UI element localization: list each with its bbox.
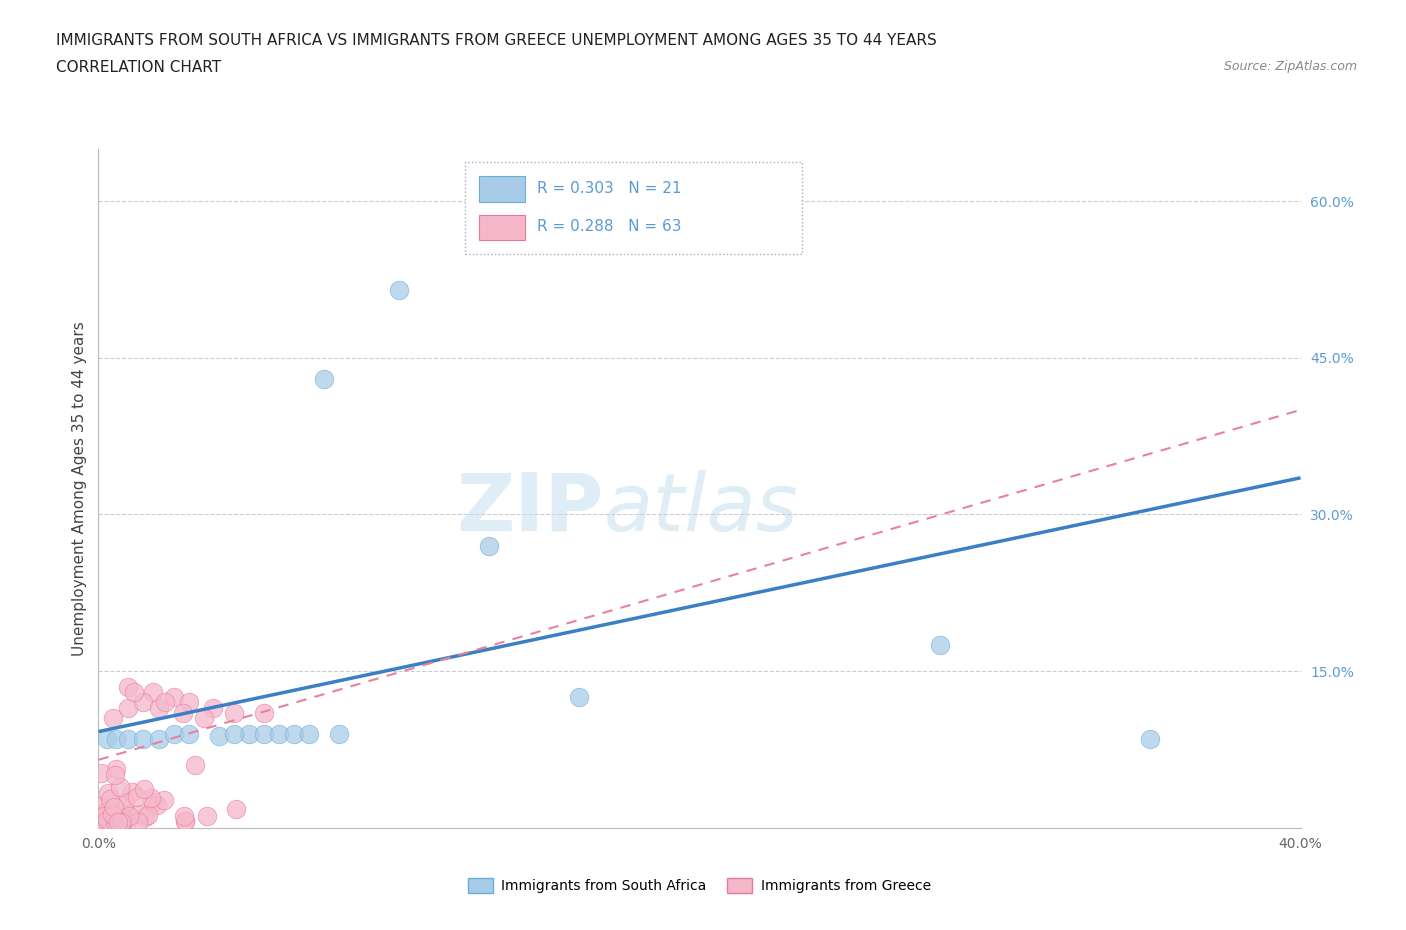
Point (104, 767, 127, 782)
Point (153, 695, 176, 710)
Point (162, 690, 184, 705)
Point (114, 795, 136, 810)
Point (222, 726, 245, 741)
Point (298, 726, 321, 741)
Text: CORRELATION CHART: CORRELATION CHART (56, 60, 221, 75)
Bar (479, 176, 526, 202)
Point (93, 808, 115, 823)
Point (177, 695, 200, 710)
Point (146, 798, 169, 813)
Point (238, 726, 260, 741)
Point (115, 815, 138, 830)
Point (108, 779, 131, 794)
Point (267, 726, 290, 741)
Point (478, 538, 501, 553)
Point (98, 792, 121, 807)
Point (162, 726, 184, 741)
Point (90, 799, 112, 814)
Point (117, 679, 139, 694)
Point (111, 810, 134, 825)
Point (117, 732, 139, 747)
Text: R = 0.288   N = 63: R = 0.288 N = 63 (537, 219, 682, 234)
Point (108, 815, 131, 830)
Point (134, 810, 156, 825)
Point (283, 726, 305, 741)
Point (97, 786, 120, 801)
Point (184, 757, 207, 772)
Point (141, 684, 163, 699)
Point (208, 728, 231, 743)
Point (225, 802, 247, 817)
Point (110, 812, 132, 827)
Point (90, 765, 112, 780)
Point (193, 711, 215, 725)
Point (112, 810, 135, 825)
Point (141, 790, 163, 805)
Point (132, 732, 155, 747)
Point (90, 815, 112, 830)
Y-axis label: Unemployment Among Ages 35 to 44 years: Unemployment Among Ages 35 to 44 years (72, 321, 87, 656)
Point (98, 815, 121, 830)
Point (112, 797, 135, 812)
Point (148, 732, 170, 747)
Point (148, 700, 170, 715)
Point (125, 790, 148, 804)
Point (107, 814, 129, 829)
Point (142, 795, 165, 810)
Point (115, 806, 138, 821)
Text: IMMIGRANTS FROM SOUTH AFRICA VS IMMIGRANTS FROM GREECE UNEMPLOYMENT AMONG AGES 3: IMMIGRANTS FROM SOUTH AFRICA VS IMMIGRAN… (56, 33, 936, 47)
Text: ZIP: ZIP (456, 470, 603, 548)
Point (101, 806, 124, 821)
FancyBboxPatch shape (465, 163, 801, 254)
Point (253, 726, 276, 741)
Point (174, 814, 197, 829)
Point (253, 705, 276, 720)
Point (153, 792, 176, 807)
Point (388, 283, 411, 298)
Point (138, 808, 160, 823)
Point (105, 732, 128, 747)
Point (201, 700, 224, 715)
Point (110, 815, 132, 830)
Point (177, 726, 200, 741)
Point (104, 809, 127, 824)
Point (128, 806, 150, 821)
Point (104, 762, 127, 777)
Point (111, 814, 134, 829)
Point (132, 695, 155, 710)
Point (90, 815, 112, 830)
Point (568, 690, 591, 705)
Point (104, 815, 127, 830)
Point (103, 711, 125, 725)
Point (312, 371, 335, 386)
Point (222, 705, 245, 720)
Text: Source: ZipAtlas.com: Source: ZipAtlas.com (1223, 60, 1357, 73)
Point (118, 809, 141, 824)
Point (96, 732, 118, 747)
Point (100, 815, 122, 830)
Point (328, 726, 350, 741)
Point (172, 705, 194, 720)
Point (134, 781, 156, 796)
Bar (479, 215, 526, 241)
Text: atlas: atlas (603, 470, 799, 548)
Point (96, 804, 118, 818)
Point (121, 785, 143, 800)
Point (929, 637, 952, 652)
Point (96, 813, 118, 828)
Legend: Immigrants from South Africa, Immigrants from Greece: Immigrants from South Africa, Immigrants… (463, 873, 936, 898)
Point (108, 810, 131, 825)
Point (117, 700, 139, 715)
Point (1139, 732, 1161, 747)
Point (124, 684, 146, 699)
Point (195, 808, 218, 823)
Point (103, 799, 125, 814)
Text: R = 0.303   N = 21: R = 0.303 N = 21 (537, 180, 682, 195)
Point (174, 814, 197, 829)
Point (173, 808, 195, 823)
Point (127, 815, 149, 830)
